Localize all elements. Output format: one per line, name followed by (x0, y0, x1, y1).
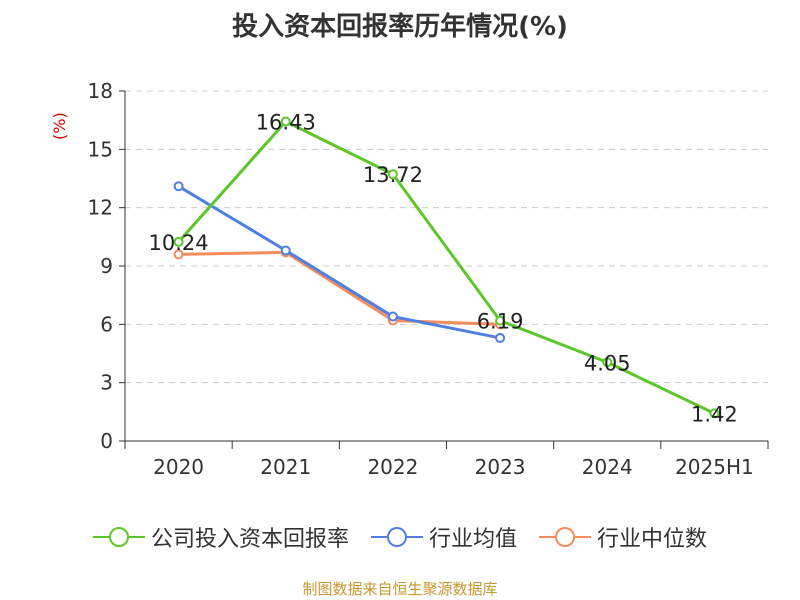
data-point (387, 311, 398, 322)
y-tick-label: 18 (88, 79, 113, 103)
x-tick-label: 2025H1 (675, 455, 754, 479)
legend-label-industry-mean: 行业均值 (428, 527, 517, 552)
data-point (387, 169, 398, 180)
legend: 公司投入资本回报率 行业均值 行业中位数 (0, 520, 800, 554)
data-point (602, 357, 613, 368)
data-label: 13.72 (363, 163, 423, 187)
y-tick-label: 12 (88, 196, 113, 220)
x-tick-label: 2023 (475, 455, 526, 479)
data-label: 4.05 (584, 351, 631, 375)
data-point (173, 181, 184, 192)
data-point (173, 249, 184, 260)
data-source-note: 制图数据来自恒生聚源数据库 (302, 580, 498, 598)
line-chart: 0 3 6 9 12 15 18 2020 2021 2022 2023 2024 2025H1 10.2… (88, 79, 769, 479)
data-point (280, 116, 291, 127)
x-tick-label: 2022 (367, 455, 418, 479)
legend-item-industry-mean[interactable]: 行业均值 (370, 521, 517, 553)
data-point (709, 408, 720, 419)
y-tick-label: 15 (88, 137, 113, 161)
data-point (173, 236, 184, 247)
series-line-1 (177, 184, 501, 340)
legend-item-company[interactable]: 公司投入资本回报率 (92, 521, 349, 553)
x-tick-label: 2021 (260, 455, 311, 479)
legend-symbol-company (92, 527, 145, 547)
data-label: 16.43 (256, 111, 316, 135)
legend-item-industry-median[interactable]: 行业中位数 (539, 521, 707, 553)
y-tick-label: 9 (100, 254, 113, 278)
chart-title: 投入资本回报率历年情况(%) (232, 12, 568, 42)
data-point (495, 315, 506, 326)
legend-symbol-industry-median (539, 527, 591, 547)
series-line-0 (177, 120, 716, 415)
y-tick-label: 3 (100, 371, 113, 395)
legend-symbol-industry-mean (370, 527, 423, 547)
legend-label-company: 公司投入资本回报率 (150, 527, 349, 552)
x-tick-label: 2020 (153, 455, 204, 479)
data-point (280, 245, 291, 256)
data-label: 10.24 (149, 231, 209, 255)
legend-label-industry-median: 行业中位数 (597, 527, 708, 552)
series-line-2 (178, 250, 501, 326)
y-tick-label: 6 (100, 312, 113, 336)
y-tick-label: 0 (100, 429, 113, 453)
data-label: 1.42 (691, 402, 738, 426)
x-tick-label: 2024 (582, 455, 633, 479)
data-label: 6.19 (477, 310, 524, 334)
data-point (495, 332, 506, 343)
